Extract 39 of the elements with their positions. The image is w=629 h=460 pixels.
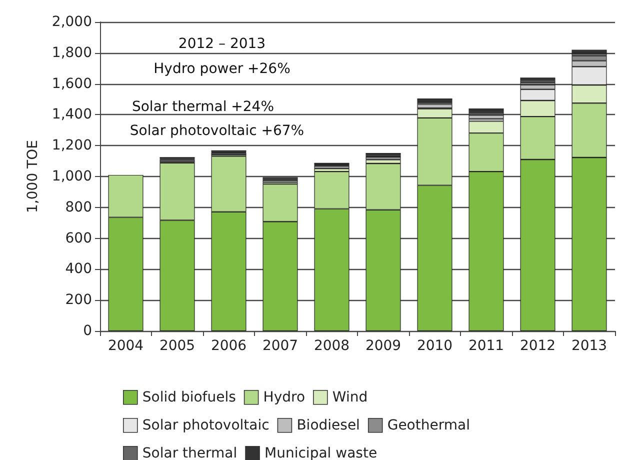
legend-label: Municipal waste bbox=[264, 445, 378, 460]
bar bbox=[468, 115, 504, 119]
y-tick-label: 1,800 bbox=[52, 44, 92, 61]
y-tick-label: 600 bbox=[65, 230, 92, 246]
bar bbox=[468, 108, 504, 112]
legend-label: Solar photovoltaic bbox=[142, 417, 270, 434]
annotation: Solar thermal +24% bbox=[132, 99, 274, 115]
x-tick-label: 2013 bbox=[571, 338, 608, 354]
legend-label: Solid biofuels bbox=[142, 389, 236, 406]
legend-label: Wind bbox=[332, 389, 368, 406]
y-tick-label: 1,000 bbox=[52, 168, 92, 184]
bar bbox=[520, 78, 556, 81]
y-tick-label: 200 bbox=[65, 292, 92, 308]
x-tick-label: 2012 bbox=[520, 338, 556, 354]
x-tick-label: 2010 bbox=[416, 338, 453, 354]
bar bbox=[572, 50, 607, 54]
x-tick-label: 2006 bbox=[210, 338, 247, 354]
x-tick-label: 2011 bbox=[468, 338, 504, 354]
y-axis-title: 1,000 TOE bbox=[25, 140, 41, 213]
y-tick-label: 400 bbox=[65, 261, 92, 278]
legend-label: Geothermal bbox=[387, 417, 470, 434]
x-tick-label: 2004 bbox=[108, 338, 144, 354]
annotation: Hydro power +26% bbox=[154, 61, 290, 77]
annotation: Solar photovoltaic +67% bbox=[130, 123, 304, 139]
x-tick-label: 2009 bbox=[365, 338, 402, 354]
x-tick-label: 2007 bbox=[262, 338, 298, 354]
x-tick-label: 2005 bbox=[159, 338, 196, 354]
bar bbox=[417, 98, 452, 102]
y-tick-label: 2,000 bbox=[52, 14, 92, 30]
x-tick-label: 2008 bbox=[314, 338, 350, 354]
legend-label: Biodiesel bbox=[296, 417, 360, 434]
y-tick-label: 800 bbox=[65, 199, 92, 216]
legend-label: Hydro bbox=[263, 389, 306, 406]
y-tick-label: 1,400 bbox=[52, 106, 92, 123]
y-tick-label: 1,200 bbox=[52, 138, 92, 154]
y-tick-label: 1,600 bbox=[52, 76, 92, 92]
annotation: 2012 – 2013 bbox=[178, 36, 266, 52]
legend-label: Solar thermal bbox=[142, 445, 238, 460]
y-tick-label: 0 bbox=[83, 323, 92, 339]
